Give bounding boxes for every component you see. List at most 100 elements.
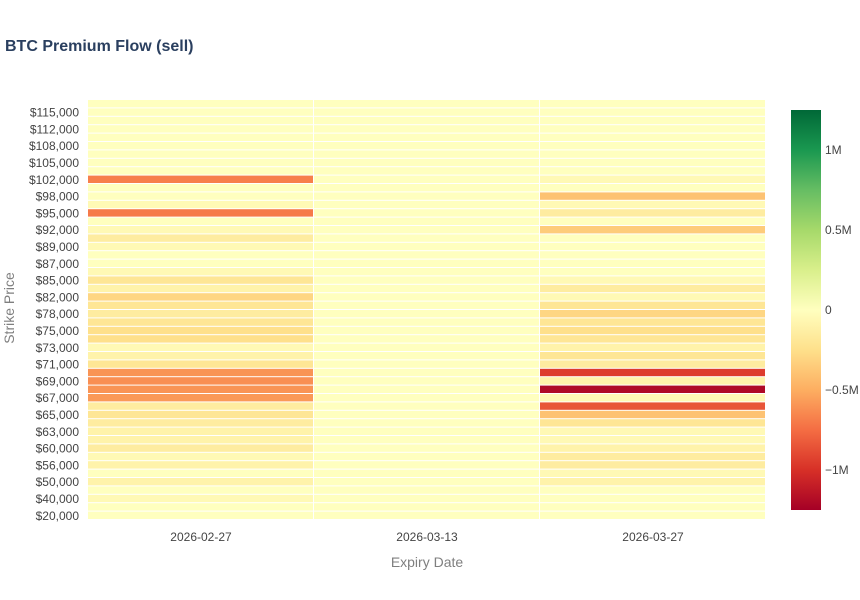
heatmap-cell xyxy=(540,444,765,452)
heatmap-cell xyxy=(88,335,313,343)
heatmap-cell xyxy=(314,184,539,192)
y-tick-label: $40,000 xyxy=(36,492,80,506)
heatmap-cell xyxy=(88,368,313,377)
y-tick-label: $60,000 xyxy=(36,442,80,456)
heatmap-cell xyxy=(314,268,539,276)
y-tick-label: $95,000 xyxy=(36,206,80,220)
heatmap-cell xyxy=(314,209,539,217)
heatmap-cell xyxy=(540,226,765,234)
heatmap-cell xyxy=(314,326,539,335)
heatmap-cell xyxy=(314,108,539,116)
heatmap-cell xyxy=(314,234,539,242)
y-tick-label: $102,000 xyxy=(29,173,79,187)
heatmap-cell xyxy=(88,394,313,402)
heatmap-cell xyxy=(540,452,765,461)
y-tick-label: $71,000 xyxy=(36,358,80,372)
heatmap-cell xyxy=(88,377,313,385)
heatmap-cell xyxy=(88,410,313,419)
heatmap-cell xyxy=(314,217,539,225)
heatmap-cell xyxy=(314,410,539,419)
heatmap-cell xyxy=(314,242,539,251)
heatmap-cell xyxy=(314,444,539,452)
heatmap-cell xyxy=(88,209,313,217)
heatmap-cell xyxy=(540,368,765,377)
heatmap-cell xyxy=(88,276,313,284)
heatmap-cell xyxy=(88,125,313,133)
heatmap-cell xyxy=(314,150,539,158)
heatmap-cell xyxy=(540,335,765,343)
y-tick-label: $82,000 xyxy=(36,290,80,304)
heatmap-cell xyxy=(88,511,313,519)
heatmap-cell xyxy=(88,175,313,183)
heatmap-cell xyxy=(540,427,765,435)
heatmap-cell xyxy=(540,410,765,419)
heatmap-cell xyxy=(540,268,765,276)
y-tick-label: $73,000 xyxy=(36,341,80,355)
y-axis-ticks: $20,000 $40,000 $50,000 $56,000 $60,000 $63,0… xyxy=(29,106,79,523)
x-tick-label: 2026-03-27 xyxy=(622,530,684,544)
heatmap-cell xyxy=(314,251,539,259)
heatmap-cell xyxy=(540,108,765,116)
heatmap-cell xyxy=(314,402,539,410)
y-tick-label: $105,000 xyxy=(29,156,79,170)
heatmap-cell xyxy=(88,234,313,242)
heatmap-cell xyxy=(88,293,313,301)
heatmap-cell xyxy=(314,116,539,125)
heatmap-cell xyxy=(540,200,765,209)
heatmap-cell xyxy=(540,217,765,225)
heatmap-cell xyxy=(314,175,539,183)
x-axis-title: Expiry Date xyxy=(391,554,464,570)
heatmap-cell xyxy=(540,192,765,200)
heatmap-cell xyxy=(88,486,313,494)
heatmap-cell xyxy=(88,360,313,368)
heatmap-cell xyxy=(314,335,539,343)
heatmap-cell xyxy=(540,251,765,259)
heatmap-cell xyxy=(540,326,765,335)
y-tick-label: $20,000 xyxy=(36,509,80,523)
y-tick-label: $67,000 xyxy=(36,391,80,405)
heatmap-cell xyxy=(314,436,539,444)
heatmap-cell xyxy=(88,326,313,335)
heatmap-cell xyxy=(88,436,313,444)
heatmap-cell xyxy=(88,385,313,393)
heatmap-cell xyxy=(540,486,765,494)
heatmap-cell xyxy=(314,192,539,200)
colorbar xyxy=(791,110,821,510)
heatmap-cell xyxy=(540,242,765,251)
heatmap-cell xyxy=(88,158,313,167)
colorbar-ticks: 1M 0.5M 0 −0.5M −1M xyxy=(825,143,859,477)
y-tick-label: $115,000 xyxy=(30,106,79,120)
heatmap-cell xyxy=(88,226,313,234)
x-axis-ticks: 2026-02-27 2026-03-13 2026-03-27 xyxy=(170,530,684,544)
plot-area xyxy=(88,100,765,519)
colorbar-tick-label: 1M xyxy=(825,143,842,157)
heatmap-cell xyxy=(88,268,313,276)
heatmap-cell xyxy=(314,167,539,175)
heatmap-cell xyxy=(88,452,313,461)
heatmap-cell xyxy=(540,494,765,503)
heatmap-cell xyxy=(88,461,313,469)
heatmap-cell xyxy=(88,444,313,452)
heatmap-cell xyxy=(540,402,765,410)
heatmap-cell xyxy=(314,377,539,385)
heatmap-cell xyxy=(88,478,313,486)
heatmap-cell xyxy=(314,352,539,360)
heatmap-cell xyxy=(314,158,539,167)
heatmap-cell xyxy=(314,385,539,393)
heatmap-cell xyxy=(540,343,765,351)
heatmap-cell xyxy=(88,402,313,410)
heatmap-cell xyxy=(540,511,765,519)
heatmap-cell xyxy=(540,259,765,267)
heatmap-cell xyxy=(540,150,765,158)
heatmap-cell xyxy=(314,318,539,326)
y-tick-label: $63,000 xyxy=(36,425,80,439)
heatmap-cell xyxy=(540,461,765,469)
heatmap-cell xyxy=(88,192,313,200)
heatmap-cell xyxy=(88,242,313,251)
heatmap-cell xyxy=(88,150,313,158)
heatmap-cell xyxy=(540,469,765,477)
heatmap-cell xyxy=(314,142,539,150)
y-tick-label: $50,000 xyxy=(36,475,80,489)
heatmap-cell xyxy=(314,293,539,301)
heatmap-cell xyxy=(314,461,539,469)
